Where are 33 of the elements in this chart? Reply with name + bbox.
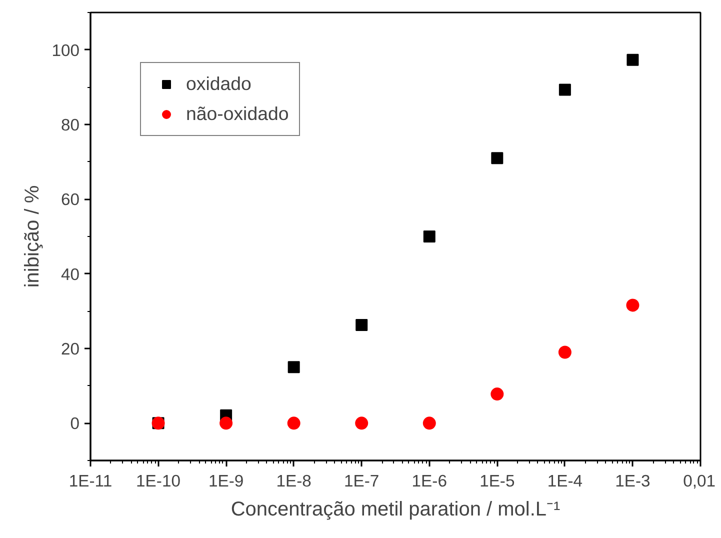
point bbox=[558, 346, 572, 359]
x-tick-label: 0,01 bbox=[683, 472, 716, 490]
y-tick-label: 0 bbox=[70, 414, 80, 434]
y-tick-label: 20 bbox=[60, 340, 80, 358]
point bbox=[356, 318, 368, 331]
x-tick-label: 1E-7 bbox=[344, 472, 380, 490]
x-tick-label: 1E-9 bbox=[208, 472, 244, 490]
y-axis-title: inibição / % bbox=[22, 185, 44, 288]
x-tick-label: 1E-11 bbox=[68, 472, 112, 490]
point bbox=[287, 416, 300, 430]
x-axis-title: Concentração metil paration / mol.L⁻¹ bbox=[230, 498, 561, 520]
point bbox=[220, 416, 233, 430]
point bbox=[288, 361, 300, 374]
x-tick-label: 1E-3 bbox=[615, 472, 650, 490]
x-tick-label: 1E-6 bbox=[412, 472, 447, 490]
point bbox=[355, 416, 368, 430]
x-tick-label: 1E-8 bbox=[276, 472, 312, 490]
legend-label: não-oxidado bbox=[186, 103, 289, 125]
point bbox=[423, 230, 436, 242]
legend-label: oxidado bbox=[186, 73, 252, 95]
y-tick-label: 80 bbox=[60, 116, 80, 134]
point bbox=[491, 152, 504, 164]
point bbox=[422, 416, 436, 430]
point bbox=[626, 54, 639, 66]
point bbox=[490, 388, 504, 401]
x-tick-label: 1E-5 bbox=[480, 472, 515, 490]
y-tick-label: 60 bbox=[60, 190, 80, 210]
x-tick-label: 1E-4 bbox=[547, 472, 583, 490]
point bbox=[626, 298, 640, 312]
y-tick-label: 40 bbox=[60, 264, 80, 284]
point bbox=[558, 84, 571, 96]
y-tick-label: 100 bbox=[52, 40, 80, 60]
x-tick-label: 1E-10 bbox=[136, 472, 181, 490]
